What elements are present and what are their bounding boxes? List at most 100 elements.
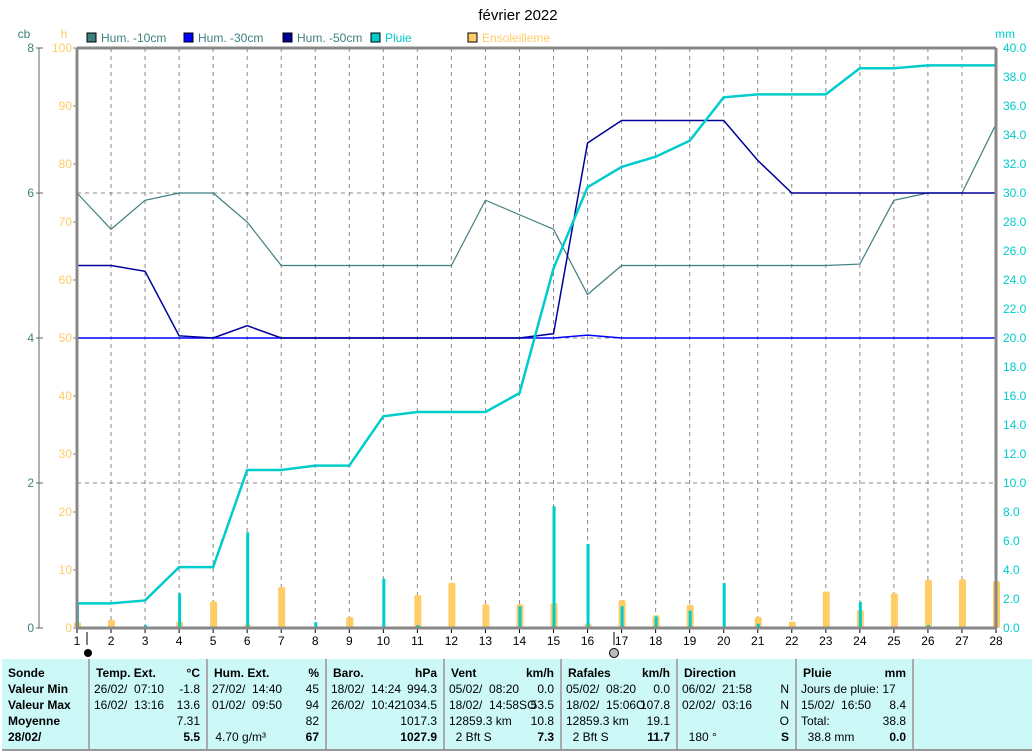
cell-label: 38.8 mm xyxy=(801,730,855,744)
tick-label-x: 13 xyxy=(479,634,493,648)
rain-bar xyxy=(314,622,318,628)
tick-label-x: 1 xyxy=(74,634,81,648)
tick-label-mm: 8.0 xyxy=(1003,505,1020,519)
cell-label: 2 Bft S xyxy=(566,730,609,744)
tick-label-x: 4 xyxy=(176,634,183,648)
row-label: 28/02/ xyxy=(8,730,42,744)
tick-label-mm: 12.0 xyxy=(1003,447,1027,461)
tick-label-mm: 32.0 xyxy=(1003,157,1027,171)
cell-value: 7.3 xyxy=(537,730,554,744)
cell-value: -1.8 xyxy=(179,682,200,696)
sunshine-bar xyxy=(754,616,762,628)
rain-bar xyxy=(858,601,862,628)
tick-label-x: 2 xyxy=(108,634,115,648)
column-unit: km/h xyxy=(641,666,670,680)
axis-label-mm: mm xyxy=(995,27,1015,41)
legend-label: Hum. -30cm xyxy=(198,31,263,45)
tick-label-h: 50 xyxy=(59,331,73,345)
cell-value: 107.8 xyxy=(639,698,670,712)
tick-label-x: 10 xyxy=(377,634,391,648)
cell-value: 53.5 xyxy=(530,698,554,712)
column-title: Pluie xyxy=(803,666,832,680)
column-title: Temp. Ext. xyxy=(96,666,156,680)
tick-label-x: 9 xyxy=(346,634,353,648)
tick-label-x: 8 xyxy=(312,634,319,648)
tick-label-mm: 22.0 xyxy=(1003,302,1027,316)
cell-value: 67 xyxy=(305,730,319,744)
tick-label-mm: 30.0 xyxy=(1003,186,1027,200)
tick-label-cb: 6 xyxy=(27,186,34,200)
sunshine-bar xyxy=(414,594,422,628)
tick-label-x: 12 xyxy=(445,634,459,648)
cell-label: 01/02/ 09:50 xyxy=(212,698,283,712)
column-title: Vent xyxy=(451,666,477,680)
tick-label-x: 5 xyxy=(210,634,217,648)
cell-label: 16/02/ 13:16 xyxy=(94,698,165,712)
table-column: Baro. hPa 18/02/ 14:24 994.3 26/02/ 10:42 103… xyxy=(327,659,445,749)
tick-label-x: 20 xyxy=(717,634,731,648)
tick-label-x: 24 xyxy=(853,634,867,648)
cell-value: 10.8 xyxy=(530,714,554,728)
legend-label: Pluie xyxy=(385,31,412,45)
cell-value: 0.0 xyxy=(537,682,554,696)
tick-label-h: 10 xyxy=(59,563,73,577)
tick-label-x: 23 xyxy=(819,634,833,648)
full-moon-icon xyxy=(609,648,619,658)
cell-label: 05/02/ 08:20 xyxy=(566,682,637,696)
cell-value: 7.31 xyxy=(176,714,200,728)
table-column: Pluie mm Jours de pluie: 17 15/02/ 16:50 8.4… xyxy=(797,659,914,749)
tick-label-mm: 10.0 xyxy=(1003,476,1027,490)
cell-label: 18/02/ 14:58SO xyxy=(449,698,537,712)
series-line-hum-50cm xyxy=(77,119,996,339)
series-line-hum-30cm xyxy=(77,334,996,339)
tick-label-mm: 40.0 xyxy=(1003,41,1027,55)
rain-bar xyxy=(586,543,590,628)
tick-label-x: 27 xyxy=(955,634,969,648)
sunshine-bar xyxy=(482,604,490,628)
tick-label-h: 60 xyxy=(59,273,73,287)
column-unit: °C xyxy=(186,666,200,680)
tick-label-x: 17 xyxy=(615,634,629,648)
sunshine-bar xyxy=(788,621,796,628)
legend-swatch xyxy=(183,32,194,43)
legend-swatch xyxy=(86,32,97,43)
column-title: Baro. xyxy=(333,666,364,680)
cell-label: 27/02/ 14:40 xyxy=(212,682,283,696)
rain-bar xyxy=(654,616,658,628)
cell-value: 994.3 xyxy=(406,682,437,696)
tick-label-mm: 4.0 xyxy=(1003,563,1020,577)
cell-label: 05/02/ 08:20 xyxy=(449,682,520,696)
cell-value: 1017.3 xyxy=(400,714,437,728)
rain-bar xyxy=(246,532,250,628)
tick-label-h: 90 xyxy=(59,99,73,113)
cell-value: 5.5 xyxy=(183,730,200,744)
sunshine-bar xyxy=(958,579,966,628)
tick-label-mm: 38.0 xyxy=(1003,70,1027,84)
tick-label-mm: 18.0 xyxy=(1003,360,1027,374)
cell-label: 12859.3 km xyxy=(566,714,629,728)
tick-label-cb: 2 xyxy=(27,476,34,490)
legend-label: Hum. -10cm xyxy=(101,31,166,45)
legend-swatch xyxy=(282,32,293,43)
tick-label-x: 28 xyxy=(989,634,1003,648)
cell-label: 2 Bft S xyxy=(449,730,492,744)
cell-label: 06/02/ 21:58 xyxy=(682,682,753,696)
sonde-header: Sonde xyxy=(8,666,45,680)
tick-label-mm: 20.0 xyxy=(1003,331,1027,345)
column-unit: km/h xyxy=(525,666,554,680)
sunshine-bar xyxy=(210,601,218,628)
cell-value: 8.4 xyxy=(889,698,906,712)
tick-label-x: 26 xyxy=(921,634,935,648)
sunshine-bar xyxy=(924,579,932,628)
cell-value: O xyxy=(779,714,789,728)
tick-label-h: 0 xyxy=(65,621,72,635)
tick-label-x: 22 xyxy=(785,634,799,648)
summary-table: Sonde Valeur Min Valeur Max Moyenne 28/02/Te… xyxy=(2,659,1032,751)
cell-value: 1034.5 xyxy=(400,698,437,712)
rain-bar xyxy=(688,610,692,628)
cell-value: 19.1 xyxy=(646,714,670,728)
sunshine-bar xyxy=(278,586,286,628)
tick-label-mm: 34.0 xyxy=(1003,128,1027,142)
tick-label-x: 7 xyxy=(278,634,285,648)
legend-label: Hum. -50cm xyxy=(297,31,362,45)
